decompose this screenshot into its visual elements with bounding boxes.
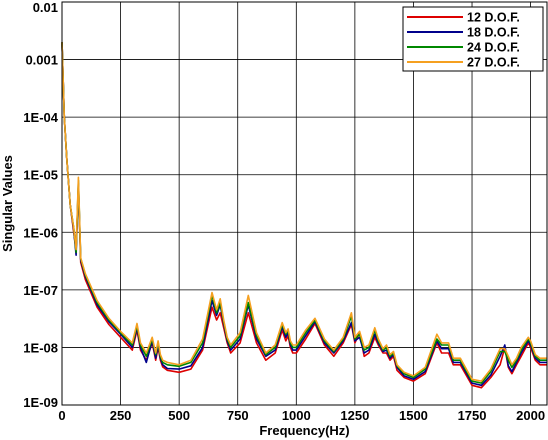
series-lines (61, 42, 547, 389)
x-tick-label: 1500 (399, 408, 428, 423)
y-tick-label: 1E-06 (23, 225, 58, 240)
tick-labels: 0 250 500 750 1000 1250 1500 1750 2000 1E-09 1E-08… (23, 0, 545, 423)
x-tick-label: 500 (168, 408, 190, 423)
legend-label: 12 D.O.F. (467, 11, 520, 25)
legend-label: 18 D.O.F. (467, 26, 520, 40)
y-tick-label: 1E-08 (23, 340, 58, 355)
x-tick-label: 1000 (282, 408, 311, 423)
y-tick-label: 0.01 (33, 0, 58, 15)
x-tick-label: 750 (227, 408, 249, 423)
y-axis-title: Singular Values (0, 155, 15, 252)
x-tick-label: 0 (58, 408, 65, 423)
x-axis-title: Frequency(Hz) (259, 423, 349, 438)
y-tick-label: 1E-09 (23, 395, 58, 410)
y-tick-label: 1E-07 (23, 283, 58, 298)
x-tick-label: 2000 (516, 408, 545, 423)
y-tick-label: 0.001 (25, 53, 58, 68)
legend-label: 27 D.O.F. (467, 56, 520, 70)
x-tick-label: 250 (110, 408, 132, 423)
legend-label: 24 D.O.F. (467, 41, 520, 55)
plot-frame (61, 1, 548, 406)
x-tick-label: 1250 (340, 408, 369, 423)
y-tick-label: 1E-04 (23, 110, 58, 125)
legend: 12 D.O.F.18 D.O.F.24 D.O.F.27 D.O.F. (402, 6, 544, 72)
series-line-3 (61, 42, 547, 382)
x-tick-label: 1750 (458, 408, 487, 423)
y-tick-label: 1E-05 (23, 168, 58, 183)
